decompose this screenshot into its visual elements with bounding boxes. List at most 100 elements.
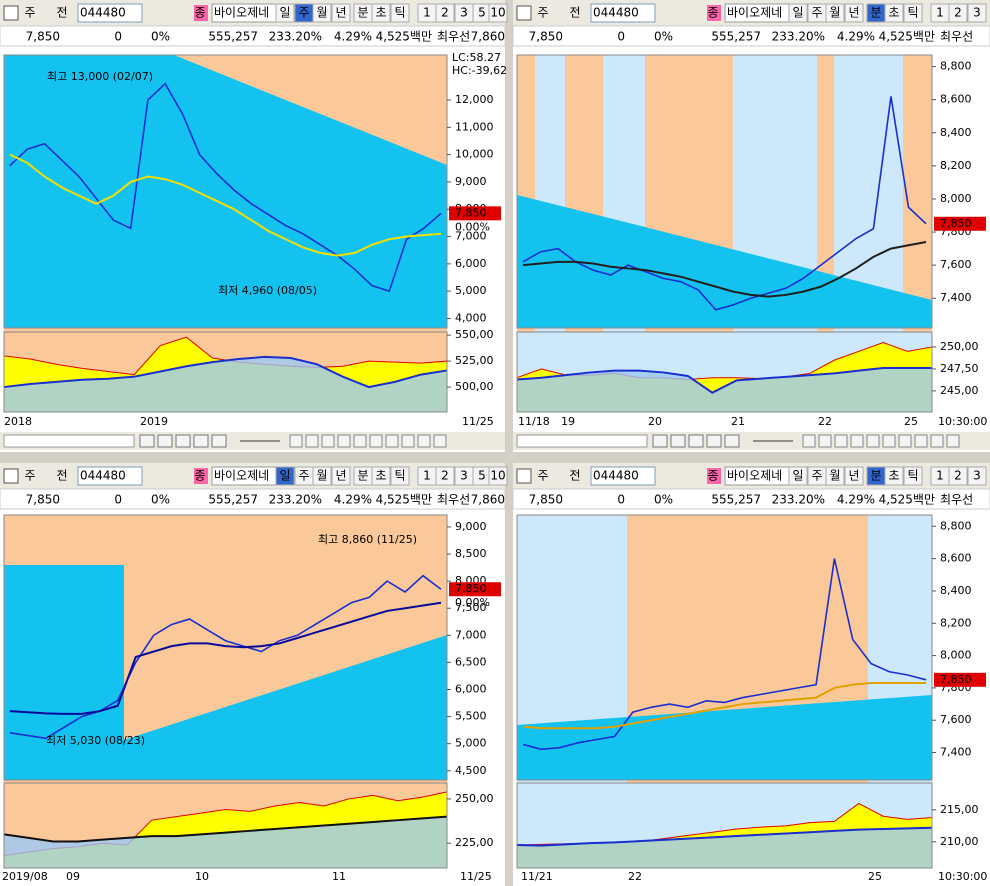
toolbar-item[interactable]: 10 — [490, 469, 505, 483]
toolbar-item[interactable]: 5 — [478, 6, 486, 20]
scroll-button[interactable] — [139, 434, 155, 448]
menu-icon[interactable] — [3, 5, 19, 21]
toolbar-item[interactable]: 1 — [936, 6, 944, 20]
scroll-button[interactable] — [706, 434, 722, 448]
tool-button[interactable] — [914, 434, 928, 448]
period-button[interactable] — [275, 3, 295, 23]
period-button[interactable] — [844, 466, 864, 486]
toolbar-item[interactable]: 월 — [316, 469, 327, 483]
tool-button[interactable] — [866, 434, 880, 448]
scroll-button[interactable] — [652, 434, 668, 448]
code-input[interactable] — [590, 3, 656, 23]
toolbar-item[interactable]: 틱 — [394, 469, 405, 483]
menu-icon[interactable] — [516, 5, 532, 21]
toolbar-item[interactable]: 분 — [870, 469, 881, 483]
toolbar-item[interactable]: 년 — [848, 469, 859, 483]
toolbar-item[interactable]: 1 — [936, 469, 944, 483]
scroll-button[interactable] — [157, 434, 173, 448]
toolbar-item[interactable]: 주 — [811, 469, 822, 483]
toolbar-item[interactable]: 틱 — [907, 469, 918, 483]
period-button[interactable] — [948, 466, 968, 486]
period-button[interactable] — [275, 466, 295, 486]
period-button[interactable] — [884, 466, 904, 486]
tool-button[interactable] — [850, 434, 864, 448]
toolbar-item[interactable]: 1 — [423, 469, 431, 483]
period-button[interactable] — [825, 466, 845, 486]
scroll-button[interactable] — [211, 434, 227, 448]
period-button[interactable] — [967, 466, 987, 486]
menu-icon[interactable] — [516, 468, 532, 484]
tool-button[interactable] — [305, 434, 319, 448]
toolbar-item[interactable]: 3 — [460, 469, 468, 483]
period-button[interactable] — [788, 3, 808, 23]
toolbar-item[interactable]: 일 — [279, 6, 290, 20]
toolbar-item[interactable]: 초 — [888, 6, 899, 20]
tool-button[interactable] — [930, 434, 944, 448]
toolbar-item[interactable]: 월 — [829, 6, 840, 20]
tool-button[interactable] — [321, 434, 335, 448]
toolbar-item[interactable]: 월 — [829, 469, 840, 483]
period-button[interactable] — [390, 466, 410, 486]
period-button[interactable] — [884, 3, 904, 23]
period-button[interactable] — [312, 466, 332, 486]
period-button[interactable] — [331, 466, 351, 486]
scroll-button[interactable] — [175, 434, 191, 448]
period-button[interactable] — [435, 3, 455, 23]
period-button[interactable] — [788, 466, 808, 486]
toolbar-item[interactable]: 분 — [357, 6, 368, 20]
toolbar-item[interactable]: 년 — [848, 6, 859, 20]
tool-button[interactable] — [946, 434, 960, 448]
toolbar-item[interactable]: 2 — [954, 6, 962, 20]
toolbar-item[interactable]: 틱 — [907, 6, 918, 20]
toolbar-item[interactable]: 10 — [490, 6, 505, 20]
period-button[interactable] — [903, 3, 923, 23]
toolbar-item[interactable]: 초 — [375, 469, 386, 483]
toolbar-item[interactable]: 초 — [375, 6, 386, 20]
code-input[interactable] — [590, 466, 656, 486]
tool-button[interactable] — [417, 434, 431, 448]
period-button[interactable] — [390, 3, 410, 23]
period-button[interactable] — [967, 3, 987, 23]
code-input[interactable] — [77, 3, 143, 23]
tool-button[interactable] — [353, 434, 367, 448]
toolbar-item[interactable]: 주 — [298, 469, 309, 483]
period-button[interactable] — [825, 3, 845, 23]
period-button[interactable] — [903, 466, 923, 486]
period-button[interactable] — [488, 3, 508, 23]
toolbar-item[interactable]: 주 — [811, 6, 822, 20]
period-button[interactable] — [331, 3, 351, 23]
toolbar-item[interactable]: 일 — [792, 6, 803, 20]
scroll-track[interactable] — [516, 434, 648, 448]
toolbar-item[interactable]: 일 — [792, 469, 803, 483]
tool-button[interactable] — [385, 434, 399, 448]
toolbar-item[interactable]: 년 — [335, 6, 346, 20]
scroll-button[interactable] — [670, 434, 686, 448]
toolbar-item[interactable]: 3 — [460, 6, 468, 20]
tool-button[interactable] — [369, 434, 383, 448]
scroll-button[interactable] — [688, 434, 704, 448]
menu-icon[interactable] — [3, 468, 19, 484]
tool-button[interactable] — [882, 434, 896, 448]
scroll-track[interactable] — [3, 434, 135, 448]
toolbar-item[interactable]: 분 — [357, 469, 368, 483]
period-button[interactable] — [948, 3, 968, 23]
tool-button[interactable] — [401, 434, 415, 448]
code-input[interactable] — [77, 466, 143, 486]
toolbar-item[interactable]: 틱 — [394, 6, 405, 20]
toolbar-item[interactable]: 주 — [298, 6, 309, 20]
period-button[interactable] — [312, 3, 332, 23]
toolbar-item[interactable]: 분 — [870, 6, 881, 20]
toolbar-item[interactable]: 일 — [279, 469, 290, 483]
toolbar-item[interactable]: 1 — [423, 6, 431, 20]
toolbar-item[interactable]: 2 — [954, 469, 962, 483]
tool-button[interactable] — [802, 434, 816, 448]
tool-button[interactable] — [818, 434, 832, 448]
toolbar-item[interactable]: 2 — [441, 469, 449, 483]
toolbar-item[interactable]: 5 — [478, 469, 486, 483]
period-button[interactable] — [371, 466, 391, 486]
tool-button[interactable] — [898, 434, 912, 448]
tool-button[interactable] — [834, 434, 848, 448]
toolbar-item[interactable]: 3 — [973, 469, 981, 483]
period-button[interactable] — [371, 3, 391, 23]
scroll-button[interactable] — [724, 434, 740, 448]
